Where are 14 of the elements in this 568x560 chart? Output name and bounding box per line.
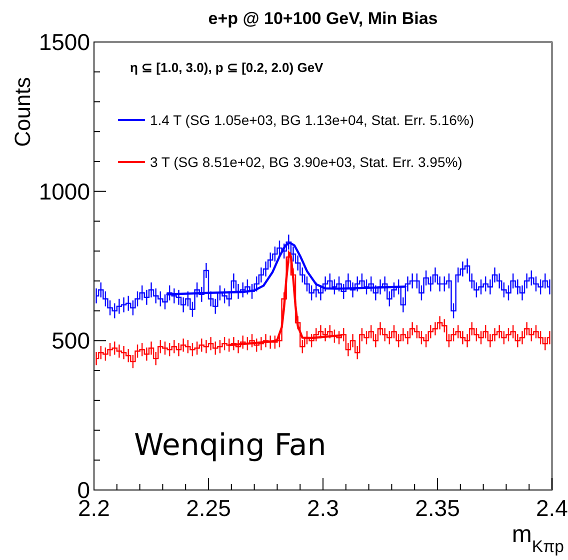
x-tick-label: 2.25	[186, 495, 231, 521]
x-axis-title: m$_{Kπp}$	[512, 521, 564, 556]
legend-label: 3 T (SG 8.51e+02, BG 3.90e+03, Stat. Err. 3.95%)	[150, 154, 462, 170]
x-tick-label: 2.35	[415, 495, 460, 521]
legend-label: 1.4 T (SG 1.05e+03, BG 1.13e+04, Stat. Err. 5.16%)	[150, 112, 474, 128]
y-tick-label: 500	[52, 328, 90, 354]
annotation: Wenqing Fan	[134, 428, 326, 463]
annotation: η ⊆ [1.0, 3.0), p ⊆ [0.2, 2.0) GeV	[130, 60, 324, 75]
y-tick-label: 1000	[38, 178, 90, 204]
x-tick-label: 2.3	[307, 495, 339, 521]
y-tick-label: 1500	[38, 29, 90, 55]
x-tick-label: 2.4	[536, 495, 568, 521]
y-axis-title: Counts	[10, 77, 35, 147]
chart-title: e+p @ 10+100 GeV, Min Bias	[208, 9, 438, 28]
